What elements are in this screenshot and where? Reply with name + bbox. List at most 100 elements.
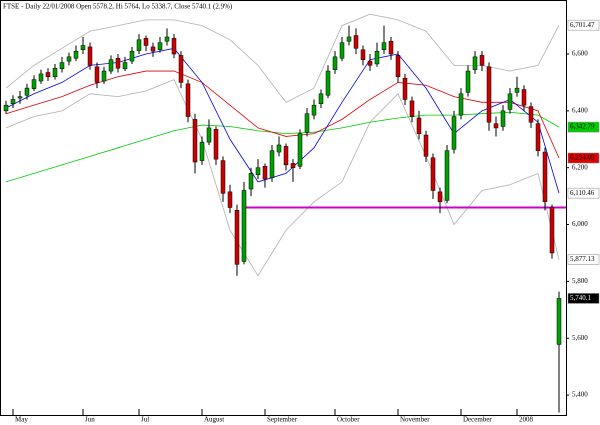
y-tick-label: 5,400 bbox=[572, 391, 588, 399]
candle-body bbox=[248, 173, 254, 190]
candle-body bbox=[318, 93, 324, 104]
candle-body bbox=[381, 42, 387, 50]
x-tick-label: December bbox=[463, 416, 492, 424]
candle-body bbox=[465, 70, 471, 93]
candle-body bbox=[73, 50, 79, 59]
candle-body bbox=[213, 129, 219, 160]
candle-body bbox=[150, 46, 156, 52]
candle-body bbox=[136, 39, 142, 51]
candle-body bbox=[304, 113, 310, 133]
candle-body bbox=[416, 117, 422, 134]
chart-title: FTSE - Daily 22/01/2008 Open 5578.2, Hi … bbox=[3, 3, 233, 11]
indicator-line bbox=[5, 47, 560, 194]
candle-body bbox=[451, 116, 457, 150]
candle-body bbox=[241, 190, 247, 262]
candle-body bbox=[423, 134, 429, 157]
y-tick-label: 6,000 bbox=[572, 220, 588, 228]
candle-body bbox=[346, 36, 352, 42]
candle-body bbox=[444, 150, 450, 201]
indicator-line bbox=[5, 79, 560, 277]
y-tick-label: 6,600 bbox=[572, 50, 588, 58]
candle-body bbox=[388, 40, 394, 55]
candle-body bbox=[206, 127, 212, 143]
x-tick-label: November bbox=[400, 416, 430, 424]
x-tick-label: October bbox=[337, 416, 360, 424]
candle-body bbox=[220, 160, 226, 194]
candle-body bbox=[297, 133, 303, 167]
candle-body bbox=[80, 45, 86, 50]
indicator-line bbox=[5, 111, 560, 183]
candle-body bbox=[227, 191, 233, 208]
x-tick-label: May bbox=[15, 416, 28, 424]
x-tick-label: Jun bbox=[85, 416, 95, 424]
candle-body bbox=[430, 157, 436, 191]
candle-body bbox=[24, 87, 30, 96]
candle-body bbox=[178, 55, 184, 83]
candle-body bbox=[185, 83, 191, 117]
candle-body bbox=[3, 104, 9, 112]
candle-body bbox=[283, 146, 289, 166]
price-label-box bbox=[567, 152, 600, 164]
candle-body bbox=[360, 49, 366, 60]
candle-body bbox=[374, 50, 380, 65]
candle-body bbox=[535, 123, 541, 151]
x-tick-label: Jul bbox=[141, 416, 149, 424]
price-label: 6,110.46 bbox=[570, 189, 595, 197]
candle-body bbox=[115, 58, 121, 69]
price-label: 6,342.79 bbox=[570, 123, 595, 131]
y-tick-label: 6,400 bbox=[572, 106, 588, 114]
candle-body bbox=[171, 38, 177, 55]
candle-body bbox=[472, 56, 478, 70]
candle-body bbox=[10, 99, 16, 104]
candle-body bbox=[437, 191, 443, 203]
candle-body bbox=[458, 93, 464, 116]
candle-body bbox=[101, 70, 107, 82]
candle-body bbox=[493, 123, 499, 129]
candle-body bbox=[262, 166, 268, 180]
candle-body bbox=[514, 87, 520, 93]
y-tick-label: 5,600 bbox=[572, 334, 588, 342]
candle-body bbox=[339, 42, 345, 59]
y-tick-label: 5,800 bbox=[572, 277, 588, 285]
candle-body bbox=[192, 119, 198, 163]
candle-body bbox=[402, 77, 408, 100]
candle-body bbox=[129, 50, 135, 62]
candle-body bbox=[409, 100, 415, 117]
candle-body bbox=[486, 66, 492, 123]
candle-body bbox=[507, 93, 513, 110]
candle-body bbox=[276, 144, 282, 153]
price-label: 5,877.13 bbox=[570, 255, 595, 263]
x-tick-label: 2008 bbox=[519, 416, 534, 424]
price-label-box bbox=[567, 19, 600, 31]
candle-body bbox=[45, 72, 51, 77]
x-tick-label: August bbox=[204, 416, 224, 424]
price-label-box bbox=[567, 187, 600, 199]
x-tick-label: September bbox=[267, 416, 298, 424]
price-label-box bbox=[567, 121, 600, 133]
candle-body bbox=[542, 151, 548, 203]
candle-body bbox=[143, 38, 149, 46]
candle-body bbox=[528, 106, 534, 123]
price-label-box bbox=[567, 293, 600, 304]
price-label-box bbox=[567, 254, 600, 265]
candle-body bbox=[164, 36, 170, 42]
candle-body bbox=[31, 79, 37, 89]
candle-body bbox=[521, 89, 527, 106]
indicator-line bbox=[5, 70, 560, 159]
candle-body bbox=[94, 66, 100, 83]
candle-body bbox=[332, 56, 338, 70]
candle-body bbox=[353, 35, 359, 49]
y-tick-label: 6,200 bbox=[572, 163, 588, 171]
candle-body bbox=[367, 60, 373, 66]
candle-body bbox=[38, 73, 44, 82]
candle-body bbox=[199, 141, 205, 161]
candle-body bbox=[122, 62, 128, 70]
candle-body bbox=[52, 67, 58, 77]
candle-body bbox=[66, 56, 72, 62]
candle-body bbox=[269, 150, 275, 178]
candle-body bbox=[87, 46, 93, 66]
candle-body bbox=[234, 210, 240, 265]
candle-body bbox=[325, 70, 331, 96]
